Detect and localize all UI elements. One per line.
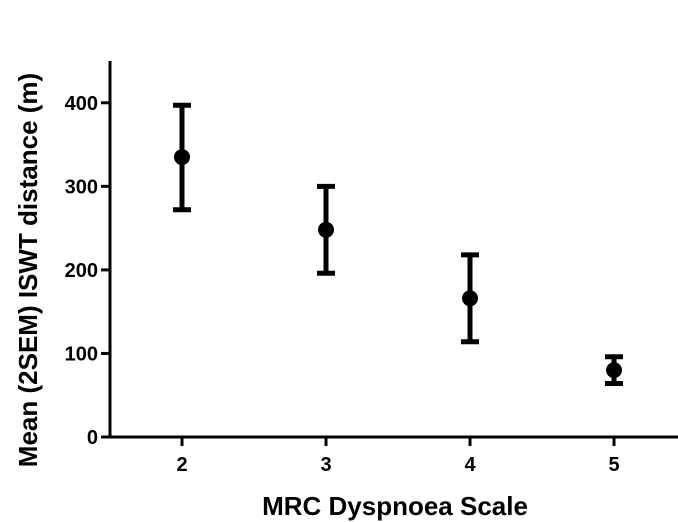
y-tick-label: 0 [87, 427, 98, 449]
x-axis-label: MRC Dyspnoea Scale [262, 491, 528, 521]
y-tick-label: 200 [65, 260, 98, 282]
data-point [174, 149, 190, 166]
data-point [606, 362, 622, 379]
x-ticks: 2 3 4 5 [176, 437, 620, 476]
data-point [318, 221, 334, 238]
data-point [462, 290, 478, 307]
y-tick-label: 400 [65, 93, 98, 115]
y-axis-label: Mean (2SEM) ISWT distance (m) [13, 73, 43, 467]
y-tick-label: 300 [65, 176, 98, 198]
x-tick-label: 3 [320, 454, 331, 476]
x-tick-label: 2 [176, 454, 187, 476]
y-tick-label: 100 [65, 343, 98, 365]
data-marks [173, 102, 623, 387]
x-tick-label: 5 [608, 454, 619, 476]
x-tick-label: 4 [464, 454, 476, 476]
y-ticks: 0 100 200 300 400 [65, 93, 110, 449]
